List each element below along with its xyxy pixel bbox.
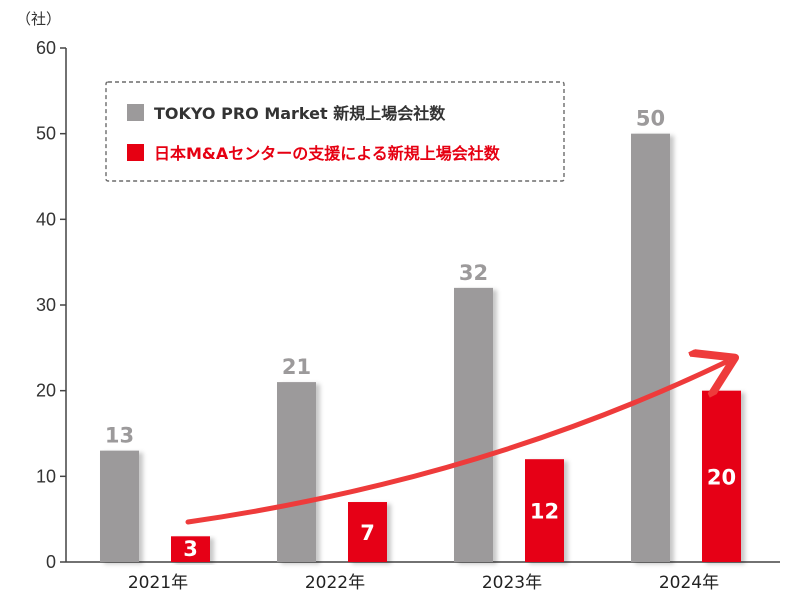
y-tick-label: 60 <box>36 38 56 58</box>
legend: TOKYO PRO Market 新規上場会社数 日本M&Aセンターの支援による… <box>105 81 565 182</box>
bar-nihon-ma-center <box>525 459 564 562</box>
x-axis-labels: 2021年 2022年 2023年 2024年 <box>128 573 719 593</box>
legend-label-tokyo-pro-market: TOKYO PRO Market 新規上場会社数 <box>154 104 446 123</box>
value-label-tokyo-pro-market: 50 <box>636 107 665 131</box>
y-tick-label: 30 <box>36 295 56 315</box>
bar-nihon-ma-center <box>348 502 387 562</box>
y-tick-label: 20 <box>36 381 56 401</box>
value-label-tokyo-pro-market: 32 <box>459 261 488 285</box>
legend-swatch-gray <box>127 104 144 121</box>
bar-tokyo-pro-market <box>631 133 670 562</box>
y-tick-label: 10 <box>36 466 56 486</box>
x-category-label: 2023年 <box>482 573 542 593</box>
bar-tokyo-pro-market <box>277 382 316 562</box>
y-tick-label: 40 <box>36 209 56 229</box>
bar-nihon-ma-center <box>171 536 210 562</box>
bar-tokyo-pro-market <box>454 287 493 562</box>
value-label-nihon-ma-center: 3 <box>183 537 198 561</box>
x-category-label: 2024年 <box>659 573 719 593</box>
x-category-label: 2021年 <box>128 573 188 593</box>
value-label-nihon-ma-center: 7 <box>360 521 375 545</box>
y-axis-unit-label: （社） <box>16 10 61 28</box>
value-label-nihon-ma-center: 20 <box>707 465 736 489</box>
y-tick-label: 0 <box>46 552 56 572</box>
legend-swatch-red <box>127 144 144 161</box>
value-label-nihon-ma-center: 12 <box>530 500 559 524</box>
bar-nihon-ma-center <box>702 390 741 562</box>
value-label-tokyo-pro-market: 21 <box>282 355 311 379</box>
trend-arrow <box>185 362 726 525</box>
y-tick-label: 50 <box>36 124 56 144</box>
bars-group: 13 3 21 7 32 12 50 20 <box>100 107 741 562</box>
x-category-label: 2022年 <box>305 573 365 593</box>
legend-label-nihon-ma-center: 日本M&Aセンターの支援による新規上場会社数 <box>154 144 501 163</box>
legend-frame <box>105 81 565 182</box>
bar-tokyo-pro-market <box>100 450 139 562</box>
value-label-tokyo-pro-market: 13 <box>105 424 134 448</box>
y-axis-ticks: 0 10 20 30 40 50 60 <box>36 38 66 572</box>
